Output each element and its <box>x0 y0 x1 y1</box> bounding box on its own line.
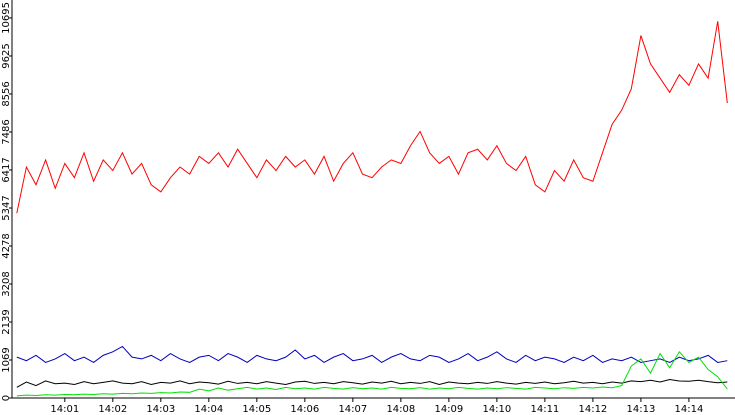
x-tick-label: 14:04 <box>194 404 223 415</box>
y-tick-label: 4278 <box>1 233 12 258</box>
y-tick-label: 6417 <box>1 157 12 182</box>
line-series <box>16 379 728 388</box>
x-tick-label: 14:06 <box>290 404 319 415</box>
x-tick-label: 14:09 <box>434 404 463 415</box>
x-tick-label: 14:10 <box>482 404 511 415</box>
line-series <box>16 345 728 364</box>
y-tick-label: 9625 <box>1 43 12 68</box>
y-tick-label: 7486 <box>1 119 12 144</box>
x-tick-label: 14:07 <box>338 404 367 415</box>
x-tick-label: 14:14 <box>674 404 703 415</box>
x-tick-label: 14:02 <box>98 404 127 415</box>
x-tick-label: 14:01 <box>50 404 79 415</box>
y-tick-label: 5347 <box>1 195 12 220</box>
y-tick-label: 2139 <box>1 309 12 334</box>
x-tick-label: 14:11 <box>530 404 559 415</box>
x-tick-label: 14:03 <box>146 404 175 415</box>
x-tick-label: 14:08 <box>386 404 415 415</box>
x-tick-label: 14:05 <box>242 404 271 415</box>
y-tick-label: 3208 <box>1 271 12 296</box>
x-tick-label: 14:13 <box>626 404 655 415</box>
line-series <box>16 21 728 214</box>
y-tick-label: 1069 <box>1 347 12 372</box>
y-tick-label: 8556 <box>1 81 12 106</box>
line-series <box>16 350 728 397</box>
y-tick-label: 0 <box>1 395 12 401</box>
x-tick-label: 14:12 <box>578 404 607 415</box>
y-tick-label: 10695 <box>1 2 12 34</box>
